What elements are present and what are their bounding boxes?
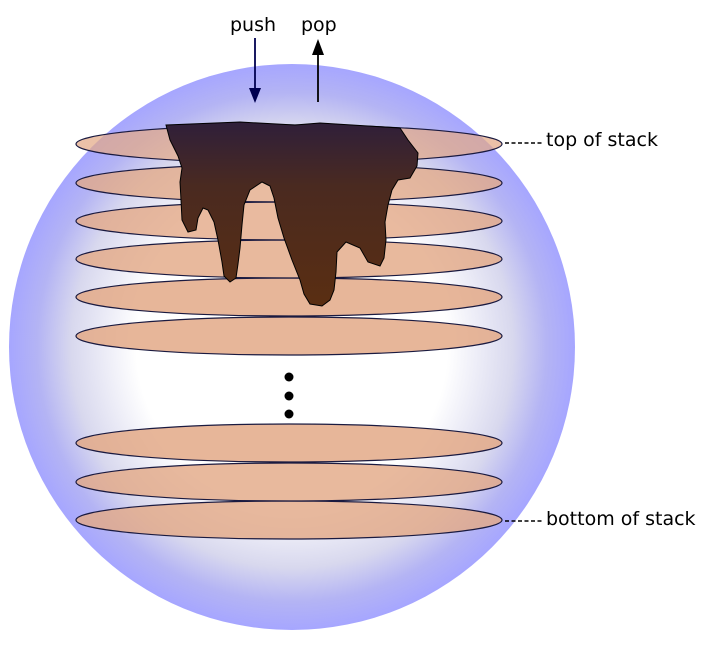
stack-plate — [75, 277, 503, 317]
ellipsis-dot — [284, 372, 294, 382]
ellipsis-dot — [284, 409, 294, 419]
ellipsis-dot — [284, 391, 294, 401]
push-arrow-head — [249, 88, 261, 103]
stack-plate — [75, 423, 503, 463]
pop-arrow-head — [312, 39, 324, 55]
push-label: push — [230, 14, 276, 36]
chocolate-drip — [165, 121, 419, 307]
bottom-of-stack-label: bottom of stack — [546, 508, 696, 530]
stack-plate-bottom — [75, 500, 503, 540]
pop-label: pop — [301, 14, 337, 36]
top-of-stack-label: top of stack — [546, 129, 658, 151]
stack-plate — [75, 462, 503, 502]
stack-plate — [75, 316, 503, 356]
